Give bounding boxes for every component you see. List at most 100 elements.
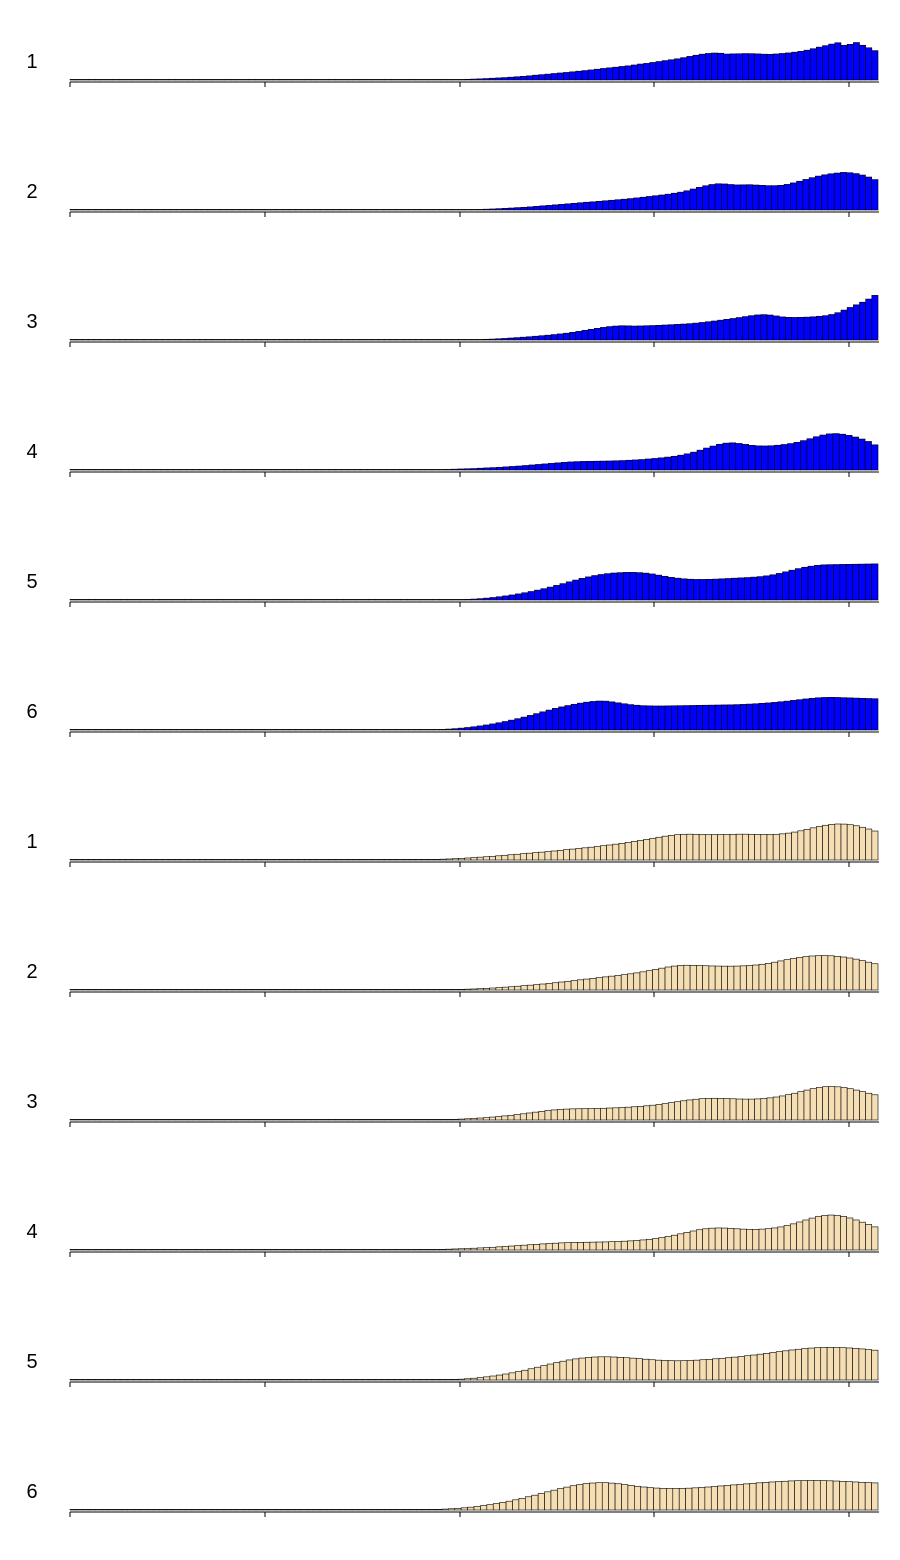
bar — [737, 577, 745, 601]
bar — [859, 301, 866, 341]
bar — [515, 465, 523, 471]
bar — [595, 200, 603, 211]
bar — [317, 1379, 325, 1381]
bar — [364, 729, 371, 731]
bar — [339, 729, 346, 731]
bar — [677, 965, 685, 991]
bar — [550, 73, 558, 81]
bar — [754, 53, 762, 81]
bar — [332, 1509, 340, 1511]
bar — [661, 1103, 669, 1121]
bar — [709, 445, 717, 471]
bar — [147, 469, 155, 471]
bar — [250, 469, 258, 471]
bar — [723, 319, 731, 341]
bar — [483, 1376, 491, 1381]
bar — [822, 45, 829, 81]
bar — [426, 1249, 434, 1251]
bar — [173, 469, 181, 471]
bar — [199, 339, 206, 341]
bar — [254, 859, 262, 861]
bar — [627, 1240, 635, 1251]
bar — [302, 469, 310, 471]
bar — [267, 339, 274, 341]
bar — [772, 1096, 780, 1121]
bar — [578, 578, 586, 601]
bar — [353, 339, 361, 341]
bar — [313, 1249, 321, 1251]
bar — [821, 174, 829, 211]
bar — [532, 335, 540, 341]
bar — [326, 209, 334, 211]
bar — [156, 859, 163, 861]
bar — [577, 1242, 584, 1251]
bar — [470, 468, 478, 471]
bar — [310, 79, 318, 81]
bar — [305, 599, 313, 601]
bar — [409, 1509, 417, 1511]
bar — [645, 705, 653, 731]
bar — [540, 1365, 548, 1381]
bar — [285, 859, 293, 861]
bar — [345, 729, 353, 731]
bar — [865, 176, 873, 211]
bar — [649, 62, 657, 81]
bar — [556, 333, 564, 341]
bar — [382, 209, 390, 211]
bar — [692, 54, 700, 81]
bar — [139, 599, 147, 601]
bar — [513, 853, 521, 861]
bar — [661, 60, 669, 81]
bar — [483, 208, 490, 211]
bar — [426, 989, 434, 991]
bar — [378, 1119, 385, 1121]
bar — [670, 192, 678, 211]
bar — [526, 206, 534, 211]
bar — [263, 209, 271, 211]
bar — [840, 1087, 848, 1121]
bar — [495, 596, 503, 601]
bar — [168, 79, 176, 81]
bar — [772, 833, 780, 861]
bar — [790, 1223, 797, 1251]
bar — [160, 469, 168, 471]
bar — [658, 705, 666, 731]
bar — [483, 988, 490, 991]
bar — [345, 989, 353, 991]
bar — [470, 988, 478, 991]
bar — [489, 1246, 497, 1251]
bar — [797, 1091, 805, 1121]
bar — [133, 1509, 141, 1511]
bar — [583, 978, 591, 991]
bar — [470, 1247, 478, 1251]
panel-label: 5 — [26, 571, 37, 593]
bar — [157, 729, 165, 731]
bar — [254, 599, 262, 601]
bar — [230, 79, 237, 81]
bar — [470, 209, 478, 211]
bar — [558, 706, 566, 731]
bar — [330, 1379, 338, 1381]
bar — [735, 317, 743, 341]
bar — [263, 1249, 271, 1251]
bar — [544, 334, 552, 341]
bar — [569, 1485, 577, 1511]
bar — [565, 581, 573, 601]
bar — [347, 339, 355, 341]
bar — [624, 842, 632, 861]
bar — [76, 1509, 84, 1511]
panel-label: 3 — [26, 1091, 37, 1113]
bar — [764, 185, 772, 211]
bar — [390, 1509, 398, 1511]
panel-10: 4 — [26, 1214, 879, 1257]
bar — [683, 453, 691, 471]
bar — [357, 989, 365, 991]
bar — [528, 464, 536, 471]
bar — [501, 77, 509, 81]
bar — [495, 1116, 503, 1121]
bar — [199, 1119, 206, 1121]
bar — [514, 985, 522, 991]
panel-label: 1 — [26, 51, 37, 73]
bar — [390, 79, 398, 81]
bar — [686, 1099, 694, 1121]
